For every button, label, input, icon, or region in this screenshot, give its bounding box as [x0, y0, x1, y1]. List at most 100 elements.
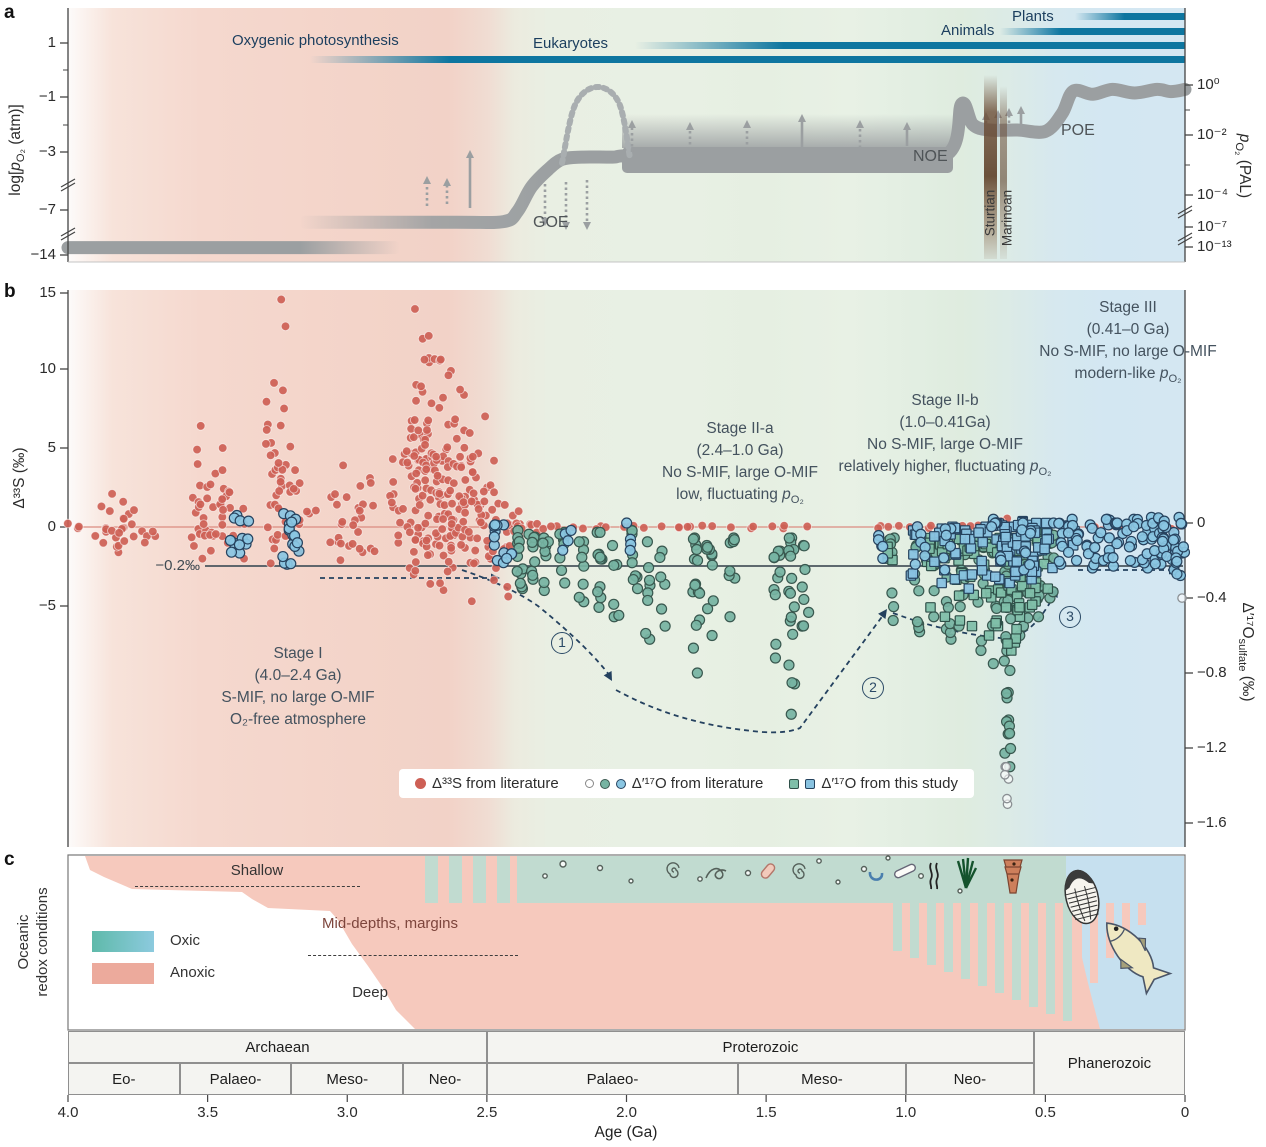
shallow-dashed-line: [135, 886, 360, 887]
legend-item-s33: Δ³³S from literature: [415, 775, 559, 792]
microfossil-icons: [542, 855, 1023, 894]
mid-depths-label: Mid-depths, margins: [322, 915, 458, 932]
panel-b-right-tick: 0: [1197, 514, 1206, 531]
panel-a-left-tick: −1: [38, 88, 56, 105]
panel-a-left-tick: −14: [30, 246, 56, 263]
panel-b-left-tick: 10: [39, 360, 56, 377]
panel-a-left-tick: −7: [38, 201, 56, 218]
panel-a-right-tick: 10⁻⁴: [1197, 186, 1229, 203]
panel-b-right-tick: −1.6: [1197, 814, 1227, 831]
stage-1-annotation: Stage I (4.0–2.4 Ga) S-MIF, no large O-MI…: [221, 645, 375, 728]
oxic-label: Oxic: [170, 932, 200, 949]
scatter-o17_open: [1000, 593, 1187, 810]
panel-b-left-tick: 15: [39, 284, 56, 301]
teal-circle-marker-icon: [599, 778, 610, 789]
bean-microfossil-icon: [760, 863, 776, 879]
scatter-o17_blue: [224, 508, 1191, 582]
age-tick-label: 2.5: [476, 1104, 498, 1121]
panel-b-right-tick: −0.8: [1197, 664, 1227, 681]
step-marker-1: 1: [551, 632, 573, 654]
panel-a-right-tick: 10⁰: [1197, 76, 1220, 93]
eon-archaean: Archaean: [68, 1031, 487, 1063]
step-marker-2: 2: [862, 677, 884, 699]
panel-b-right-tick: −0.4: [1197, 589, 1227, 606]
panel-a-right-tick: 10⁻²: [1197, 126, 1227, 143]
mid-depths-dashed-line: [308, 955, 518, 956]
sturtian-label: Sturtian: [982, 189, 998, 237]
panel-a-left-tick: −3: [38, 143, 56, 160]
shallow-label: Shallow: [230, 862, 284, 879]
age-tick-label: 3.5: [197, 1104, 219, 1121]
panel-b-left-tick: 5: [47, 439, 56, 456]
green-square-marker-icon: [789, 778, 800, 789]
era-cell-6: Neo-: [905, 1063, 1034, 1095]
step-marker-3: 3: [1059, 606, 1081, 628]
era-cell-0: Eo-: [68, 1063, 180, 1095]
fish-icon: [1106, 922, 1173, 996]
stage-2a-annotation: Stage II-a (2.4–1.0 Ga) No S-MIF, large O…: [662, 420, 818, 507]
panel-b-yaxis-right-label: Δ′¹⁷Osulfate (‰): [1235, 602, 1257, 702]
era-cell-1: Palaeo-: [179, 1063, 292, 1095]
trilobite-icon: [1064, 869, 1100, 925]
era-cell-3: Neo-: [403, 1063, 487, 1095]
bar-label-oxygenic-photosynthesis: Oxygenic photosynthesis: [232, 32, 399, 49]
archaeocyath-icon: [1003, 859, 1023, 894]
panel-b-left-tick: −5: [38, 597, 56, 614]
x-axis-title: Age (Ga): [594, 1124, 658, 1141]
panel-c-letter: c: [4, 849, 15, 870]
age-tick-label: 1.5: [755, 1104, 777, 1121]
age-tick-label: 4.0: [57, 1104, 79, 1121]
panel-b-background: [68, 290, 1185, 847]
era-cell-5: Meso-: [738, 1063, 906, 1095]
panel-b-left-tick: 0: [47, 518, 56, 535]
panel-a-right-tick: 10⁻¹³: [1197, 238, 1232, 255]
panel-a-yaxis-right-label: pO₂ (PAL): [1232, 133, 1254, 199]
anoxic-swatch-icon: [92, 963, 154, 984]
rod-microfossil-icon: [894, 863, 916, 879]
era-cell-4: Palaeo-: [486, 1063, 739, 1095]
age-tick-label: 0.5: [1034, 1104, 1056, 1121]
panel-c-yaxis-label: Oceanic redox conditions: [15, 887, 51, 997]
anoxic-label: Anoxic: [170, 964, 216, 981]
bar-oxygenic-photosynthesis: [310, 56, 1185, 63]
panel-b-legend: Δ³³S from literature Δ′¹⁷O from literatu…: [399, 769, 974, 798]
panel-a-left-tick: 1: [47, 34, 56, 51]
open-circle-marker-icon: [584, 779, 594, 788]
age-tick-label: 0: [1180, 1104, 1190, 1121]
algae-filament-icon: [929, 862, 939, 890]
seaweed-tuft-icon: [956, 857, 978, 889]
poe-label: POE: [1061, 122, 1095, 139]
marinoan-label: Marinoan: [999, 189, 1015, 247]
blue-square-marker-icon: [805, 778, 816, 789]
legend-item-o17-study: Δ′¹⁷O from this study: [789, 775, 958, 792]
noe-label: NOE: [913, 148, 948, 165]
deep-label: Deep: [352, 984, 388, 1001]
panel-c-plot: [67, 854, 1186, 1031]
bar-label-eukaryotes: Eukaryotes: [533, 35, 609, 52]
age-tick-label: 1.0: [895, 1104, 917, 1121]
goe-label: GOE: [533, 214, 569, 231]
spiral-microfossil-icon: [666, 862, 680, 879]
blue-circle-marker-icon: [615, 778, 626, 789]
eon-phanerozoic: Phanerozoic: [1033, 1031, 1185, 1095]
legend-item-o17-literature: Δ′¹⁷O from literature: [584, 775, 763, 792]
stage-3-annotation: Stage III (0.41–0 Ga) No S-MIF, no large …: [1039, 299, 1217, 386]
stage-2b-annotation: Stage II-b (1.0–0.41Ga) No S-MIF, large O…: [838, 392, 1052, 479]
bar-plants: [1075, 13, 1185, 20]
u-shaped-microfossil-icon: [868, 871, 884, 881]
ref-line-label: −0.2‰: [155, 557, 200, 574]
panel-b-right-tick: −1.2: [1197, 739, 1227, 756]
panel-a-plot: [60, 8, 1193, 263]
bar-label-plants: Plants: [1012, 8, 1054, 25]
oxic-swatch-icon: [92, 931, 154, 952]
worm-microfossil-icon: [705, 867, 727, 880]
eon-proterozoic: Proterozoic: [486, 1031, 1034, 1063]
panel-a-letter: a: [4, 2, 15, 23]
red-circle-marker-icon: [415, 778, 426, 789]
panel-a-right-tick: 10⁻⁷: [1197, 218, 1228, 235]
age-axis: [67, 1095, 1186, 1102]
bar-animals: [1000, 28, 1185, 35]
era-cell-2: Meso-: [291, 1063, 404, 1095]
